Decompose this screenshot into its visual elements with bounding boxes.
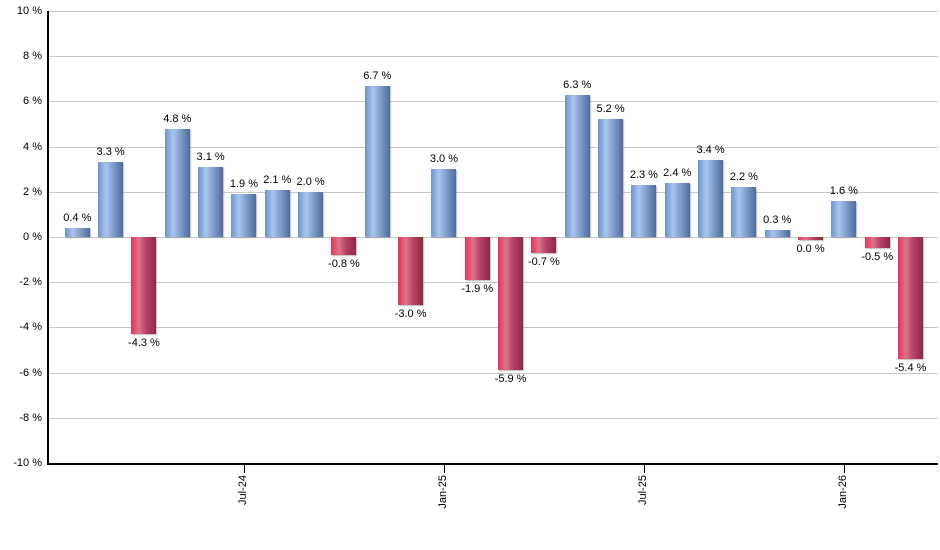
bar-positive [64, 227, 90, 237]
bar-negative [464, 237, 490, 280]
bar-positive [231, 194, 257, 237]
bar-positive [264, 189, 290, 237]
bar-value-label: -3.0 % [394, 307, 427, 320]
x-axis-tick-label: Jan-25 [436, 475, 449, 509]
x-axis-tick [443, 465, 445, 473]
bar-positive [364, 85, 390, 237]
bar-negative [798, 237, 824, 240]
bar-negative [498, 237, 524, 371]
bar-positive [598, 119, 624, 237]
bar-value-label: 1.6 % [829, 184, 858, 197]
bar-value-label: 2.2 % [729, 171, 758, 184]
bar-value-label: 5.2 % [596, 103, 625, 116]
y-axis-label: 8 % [23, 50, 42, 62]
bar-value-label: -4.3 % [128, 337, 160, 350]
bar-positive [98, 162, 124, 237]
y-axis-label: -6 % [19, 367, 42, 379]
bar-value-label: 3.1 % [196, 150, 225, 163]
x-axis-tick [843, 465, 845, 473]
bar-negative [398, 237, 424, 305]
bar-positive [831, 200, 857, 237]
bar-value-label: 1.9 % [229, 178, 258, 191]
x-axis-tick-label: Jul-25 [636, 475, 649, 505]
bar-positive [698, 160, 724, 237]
bar-positive [298, 191, 324, 237]
y-axis-label: -4 % [19, 321, 42, 333]
x-axis-tick-label: Jan-26 [836, 475, 849, 509]
y-axis-label: -2 % [19, 276, 42, 288]
gridline [49, 11, 938, 12]
bar-positive [631, 185, 657, 237]
y-axis-label: -10 % [13, 457, 42, 469]
bar-value-label: 2.4 % [663, 166, 692, 179]
bar-positive [731, 187, 757, 237]
bar-value-label: -0.5 % [861, 251, 894, 264]
bar-value-label: -5.9 % [494, 373, 527, 386]
bar-value-label: 3.0 % [429, 153, 458, 166]
y-axis-label: 6 % [23, 95, 42, 107]
y-axis-label: 2 % [23, 186, 42, 198]
bar-negative [331, 237, 357, 256]
bar-value-label: 0.4 % [63, 211, 92, 224]
bar-value-label: 6.3 % [563, 78, 592, 91]
bar-value-label: -0.7 % [528, 255, 560, 268]
bar-negative [131, 237, 157, 335]
bar-negative [898, 237, 924, 360]
bar-positive [764, 230, 790, 237]
bar-value-label: 2.0 % [296, 175, 325, 188]
bar-value-label: 2.1 % [263, 173, 292, 186]
bar-negative [531, 237, 557, 253]
bar-value-label: 3.4 % [696, 144, 725, 157]
bar-value-label: 2.3 % [629, 169, 658, 182]
y-axis-label: 10 % [16, 5, 42, 17]
x-axis-tick [643, 465, 645, 473]
bar-value-label: -0.8 % [328, 258, 360, 271]
gridline [49, 147, 938, 148]
bar-positive [664, 182, 690, 237]
bar-positive [431, 169, 457, 237]
x-axis [47, 463, 938, 465]
bar-value-label: 3.3 % [96, 146, 125, 159]
gridline [49, 327, 938, 328]
y-axis-label: 4 % [23, 141, 42, 153]
bar-value-label: 4.8 % [163, 112, 192, 125]
bar-value-label: -5.4 % [894, 362, 927, 375]
gridline [49, 237, 938, 238]
bar-value-label: -1.9 % [461, 282, 494, 295]
gridline [49, 101, 938, 102]
x-axis-tick-label: Jul-24 [236, 475, 249, 505]
bar-value-label: 6.7 % [363, 69, 392, 82]
gridline [49, 418, 938, 419]
bar-positive [164, 128, 190, 237]
gridline [49, 373, 938, 374]
gridline [49, 56, 938, 57]
y-axis-label: -8 % [19, 412, 42, 424]
gridline [49, 192, 938, 193]
bar-positive [564, 94, 590, 237]
gridline [49, 282, 938, 283]
bar-positive [198, 166, 224, 237]
y-axis-label: 0 % [23, 231, 42, 243]
y-axis [47, 11, 49, 465]
bar-value-label: 0.0 % [796, 242, 825, 255]
bar-value-label: 0.3 % [763, 214, 792, 227]
bar-negative [864, 237, 890, 249]
x-axis-tick [243, 465, 245, 473]
